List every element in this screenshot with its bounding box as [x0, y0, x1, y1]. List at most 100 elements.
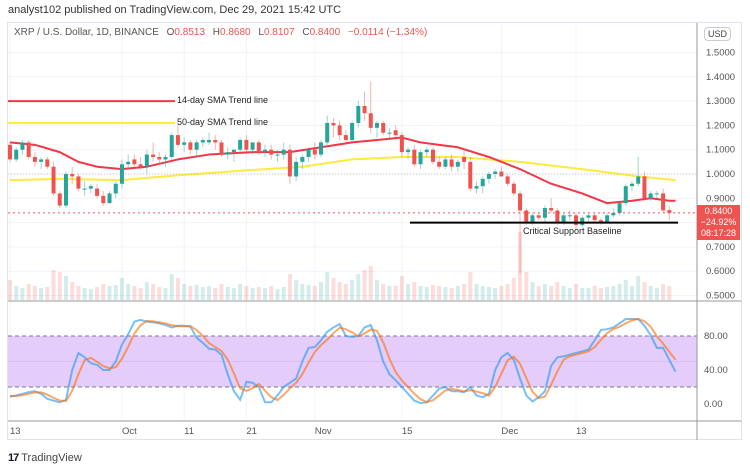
candle-down [287, 149, 292, 177]
volume-bar [200, 287, 205, 300]
volume-bar [331, 278, 336, 300]
volume-bar [113, 285, 118, 300]
volume-bar [337, 282, 342, 300]
volume-bar [207, 286, 212, 300]
candle-down [132, 159, 137, 165]
volume-bar [138, 288, 143, 300]
volume-bar [524, 272, 529, 300]
candle-down [667, 210, 672, 213]
publisher-caption: analyst102 published on TradingView.com,… [8, 4, 342, 16]
candle-up [250, 142, 255, 150]
candle-up [169, 135, 174, 157]
candle-down [256, 142, 261, 153]
volume-bar [368, 266, 373, 300]
volume-bar [107, 286, 112, 300]
price-tick-label: 0.9000 [706, 193, 735, 204]
volume-bar [287, 274, 292, 300]
candle-up [294, 161, 299, 177]
low-label: L [258, 27, 264, 38]
candle-down [138, 164, 143, 167]
volume-bar [667, 286, 672, 300]
volume-bar [592, 286, 597, 300]
candle-down [175, 135, 180, 145]
volume-bar [611, 286, 616, 300]
candles [8, 81, 672, 274]
candle-down [343, 135, 348, 140]
volume-bar [151, 284, 156, 300]
volume-bar [157, 287, 162, 300]
stoch-k-line [9, 318, 677, 405]
volume-bar [374, 280, 379, 300]
volume-bar [605, 287, 610, 300]
stochastic-lines [9, 317, 677, 405]
candle-up [119, 164, 124, 184]
candle-up [300, 156, 305, 162]
volume-bar [244, 286, 249, 300]
volume-bar [57, 272, 62, 300]
volume-bar [101, 284, 106, 300]
volume-bar [542, 284, 547, 300]
volume-bar [455, 286, 460, 300]
price-tick-label: 1.1000 [706, 145, 735, 156]
candle-up [238, 139, 243, 150]
volume-bar [356, 274, 361, 300]
candle-down [412, 149, 417, 165]
open-value: 0.8513 [174, 27, 206, 38]
time-tick-label: 15 [402, 426, 413, 437]
volume-bar [418, 286, 423, 300]
volume-bar [399, 276, 404, 300]
candle-down [505, 176, 510, 184]
candle-up [580, 217, 585, 226]
volume-bar [642, 282, 647, 300]
candle-up [107, 193, 112, 204]
volume-bar [300, 284, 305, 300]
candle-up [200, 139, 205, 143]
volume-bar [567, 288, 572, 300]
axes: 1.5000 1.4000 1.3000 1.2000 1.1000 1.0000 0.90… [8, 23, 741, 440]
candle-up [455, 161, 460, 167]
time-tick-label: Dec [501, 426, 518, 437]
candle-down [101, 195, 106, 204]
volume-bar [437, 286, 442, 300]
volume-bar [194, 285, 199, 300]
candle-down [151, 154, 156, 157]
volume-bar [449, 288, 454, 300]
tradingview-logo-text: TradingView [21, 452, 82, 464]
candle-up [648, 193, 653, 199]
volume-bar [182, 284, 187, 300]
candle-down [269, 149, 274, 155]
currency-button[interactable]: USD [704, 27, 732, 41]
volume-bar [555, 282, 560, 300]
symbol-legend: XRP / U.S. Dollar, 1D, BINANCE O0.8513 H… [14, 27, 427, 38]
footer-brand[interactable]: 17 TradingView [8, 452, 82, 464]
last-change-percent: −24.92% [700, 217, 737, 227]
support-label: Critical Support Baseline [523, 226, 622, 236]
candle-down [381, 122, 386, 133]
volume-bar [95, 287, 100, 300]
volume-bar [406, 284, 411, 300]
price-tick-label: 1.4000 [706, 72, 735, 83]
high-value: 0.8680 [220, 27, 251, 38]
open-label: O [166, 27, 175, 38]
candle-down [511, 183, 516, 194]
volume-bar [430, 285, 435, 300]
volume-bar [275, 289, 280, 300]
volume-bar [132, 286, 137, 300]
close-label: C [302, 27, 310, 38]
candle-up [182, 142, 187, 145]
candle-up [207, 139, 212, 143]
volume-bar [26, 284, 31, 300]
volume-bar [580, 288, 585, 300]
volume-bar [263, 288, 268, 300]
volume-bar [312, 286, 317, 300]
candle-up [144, 154, 149, 167]
volume-bar [499, 286, 504, 300]
volume-bar [231, 288, 236, 300]
volume-bar [518, 232, 523, 300]
price-tick-label: 1.3000 [706, 96, 735, 107]
volume-bar [76, 286, 81, 300]
volume-bar [238, 284, 243, 300]
volume-bar [306, 285, 311, 300]
time-tick-label: Oct [122, 426, 137, 437]
